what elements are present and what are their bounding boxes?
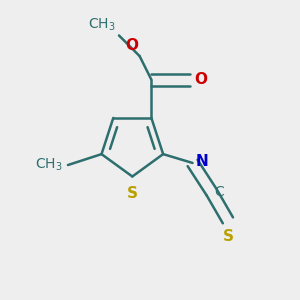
Text: S: S [222,229,233,244]
Text: CH$_3$: CH$_3$ [35,157,63,173]
Text: O: O [125,38,138,52]
Text: S: S [127,186,138,201]
Text: CH$_3$: CH$_3$ [88,16,116,32]
Text: C: C [215,185,224,200]
Text: O: O [194,72,207,87]
Text: N: N [196,154,209,169]
